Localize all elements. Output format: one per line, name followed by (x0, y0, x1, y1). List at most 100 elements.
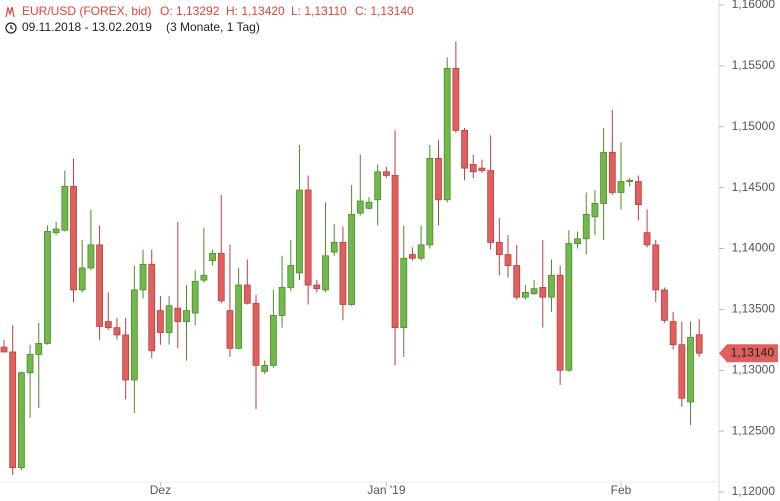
y-tick-label: 1,12000 (732, 484, 776, 498)
candle-body (417, 244, 425, 259)
candle-body (513, 265, 521, 298)
last-price-tag (719, 344, 778, 363)
candle-body (130, 289, 138, 381)
candle-body (617, 181, 625, 193)
candle-body (548, 274, 555, 298)
candle-body (365, 201, 373, 209)
last-price-label: 1,13140 (731, 345, 775, 359)
candle-body (582, 214, 590, 240)
candle-body (78, 267, 86, 291)
stat: H: 1,13420 (226, 4, 285, 18)
candle-body (87, 244, 95, 269)
candle-body (695, 334, 703, 354)
candle-body (52, 228, 60, 234)
y-tick-label: 1,14000 (732, 241, 776, 255)
candle-body (304, 189, 312, 286)
candle-body (469, 164, 477, 173)
y-tick-label: 1,15500 (732, 58, 776, 72)
candle-body (243, 284, 251, 304)
candle-body (565, 243, 573, 371)
y-tick-label: 1,16000 (732, 0, 776, 11)
y-tick-label: 1,15000 (732, 119, 776, 133)
candle-body (400, 257, 408, 329)
y-tick-label: 1,13500 (732, 302, 776, 316)
x-tick-label: Jan '19 (367, 483, 406, 497)
candle-body (61, 186, 69, 231)
candle-body (287, 265, 295, 288)
period: (3 Monate, 1 Tag) (166, 20, 260, 34)
candle-body (139, 263, 147, 291)
y-tick-label: 1,14500 (732, 180, 776, 194)
candle-body (9, 351, 17, 469)
candle-body (261, 364, 269, 372)
chart-title: EUR/USD (FOREX, bid) (22, 4, 151, 18)
y-tick-label: 1,13000 (732, 362, 776, 376)
candle-body (522, 291, 529, 298)
candle-body (495, 242, 503, 255)
candle-body (235, 284, 243, 349)
candle-body (330, 242, 338, 253)
candle-body (574, 238, 581, 245)
candle-body (217, 252, 225, 302)
candle-body (452, 67, 460, 131)
candle-body (0, 346, 8, 353)
candle-body (626, 179, 634, 182)
candle-body (209, 252, 216, 262)
candle-body (652, 244, 660, 291)
candle-body (669, 321, 677, 346)
candle-body (435, 158, 442, 201)
candle-body (634, 181, 642, 206)
candle-body (374, 171, 382, 201)
candle-body (591, 203, 599, 218)
candle-body (382, 171, 390, 176)
candle-body (409, 254, 416, 259)
candle-body (487, 170, 495, 243)
candle-body (200, 274, 208, 281)
candle-body (226, 310, 234, 349)
candle-body (504, 254, 512, 266)
candle-body (643, 232, 651, 246)
candle-body (478, 167, 486, 171)
candle-body (296, 189, 303, 274)
candle-body (356, 200, 364, 214)
candle-body (252, 302, 260, 366)
candle-body (426, 158, 434, 246)
candle-body (661, 289, 668, 321)
candle-body (157, 310, 164, 333)
subtitle: 09.11.2018 - 13.02.2019 (22, 20, 152, 34)
candle-body (608, 151, 616, 193)
candle-body (148, 263, 156, 352)
candle-body (70, 186, 77, 291)
stat: O: 1,13292 (160, 4, 220, 18)
x-tick-label: Feb (611, 483, 632, 497)
x-tick-label: Dez (150, 483, 171, 497)
candle-body (443, 67, 451, 201)
candle-body (165, 305, 173, 333)
candle-body (556, 274, 564, 371)
candle-body (600, 151, 608, 204)
stat: C: 1,13140 (355, 4, 414, 18)
candle-body (174, 307, 182, 322)
stat: L: 1,13110 (291, 4, 347, 18)
candle-body (44, 231, 51, 344)
candle-body (26, 354, 34, 374)
clock-icon (5, 22, 17, 34)
y-tick-label: 1,12500 (732, 423, 776, 437)
candle-body (278, 287, 286, 316)
candle-body (322, 255, 329, 291)
candle-body (678, 344, 686, 399)
candle-body (391, 175, 399, 329)
candle-body (191, 280, 199, 314)
candle-body (339, 242, 347, 305)
candle-body (122, 334, 130, 381)
candle-body (183, 310, 190, 322)
candle-body (313, 284, 321, 290)
candle-body (104, 321, 112, 329)
candle-body (461, 130, 468, 169)
chart-icon (5, 5, 15, 18)
candle-body (530, 288, 538, 294)
candle-body (113, 327, 121, 336)
candle-body (269, 315, 277, 366)
candle-body (687, 336, 694, 403)
